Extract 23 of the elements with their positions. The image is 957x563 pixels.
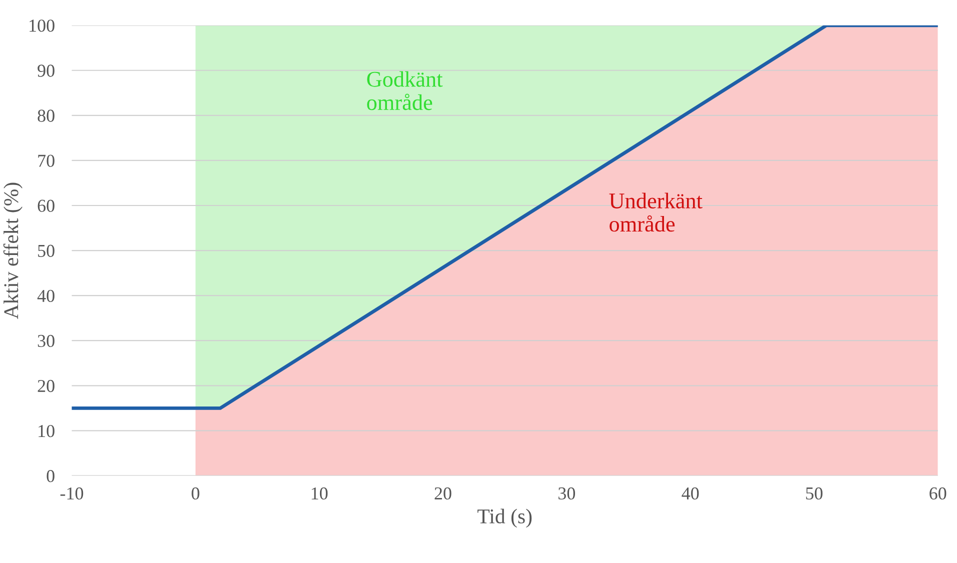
x-axis-title: Tid (s) — [478, 508, 532, 528]
x-tick-label: 10 — [312, 487, 328, 500]
y-tick-label: 80 — [38, 110, 54, 122]
y-tick-label: 60 — [38, 200, 54, 212]
x-tick-label: 40 — [682, 487, 699, 500]
annotation: Godkänt område — [367, 71, 443, 110]
y-tick-label: 10 — [38, 424, 54, 438]
x-tick-label: 20 — [434, 487, 452, 500]
x-tick-label: -10 — [60, 487, 84, 500]
y-axis-title: Aktiv effekt (%) — [3, 182, 22, 319]
x-tick-label: 60 — [930, 487, 946, 500]
annotation: Underkänt område — [609, 192, 702, 232]
y-tick-label: 20 — [38, 380, 54, 392]
x-tick-label: 30 — [558, 487, 576, 500]
y-tick-label: 0 — [46, 470, 54, 482]
y-tick-label: 70 — [38, 154, 54, 167]
y-tick-label: 30 — [38, 334, 54, 348]
x-tick-label: 0 — [192, 487, 200, 500]
y-tick-label: 40 — [37, 290, 54, 302]
x-tick-label: 50 — [806, 487, 822, 500]
y-tick-label: 90 — [38, 64, 54, 77]
y-tick-label: 100 — [30, 20, 54, 32]
y-tick-label: 50 — [38, 244, 54, 257]
